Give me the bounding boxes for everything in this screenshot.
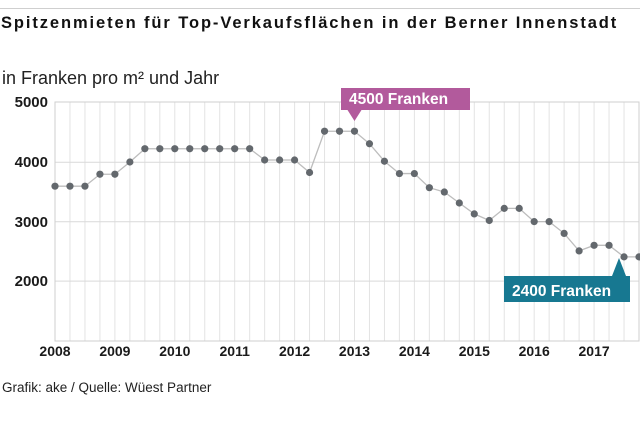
svg-text:2013: 2013 — [339, 343, 370, 359]
svg-text:2017: 2017 — [579, 343, 610, 359]
svg-text:3000: 3000 — [15, 214, 48, 231]
svg-text:5000: 5000 — [15, 94, 48, 111]
svg-text:2400 Franken: 2400 Franken — [512, 283, 611, 300]
svg-text:2016: 2016 — [519, 343, 550, 359]
svg-text:2008: 2008 — [39, 343, 70, 359]
svg-text:2011: 2011 — [220, 343, 251, 359]
svg-text:2014: 2014 — [399, 343, 430, 359]
svg-text:4000: 4000 — [15, 154, 48, 171]
svg-text:2010: 2010 — [159, 343, 190, 359]
svg-text:4500 Franken: 4500 Franken — [349, 91, 448, 108]
svg-text:2000: 2000 — [15, 273, 48, 290]
svg-text:2015: 2015 — [459, 343, 490, 359]
svg-text:2012: 2012 — [279, 343, 310, 359]
svg-text:2009: 2009 — [99, 343, 130, 359]
